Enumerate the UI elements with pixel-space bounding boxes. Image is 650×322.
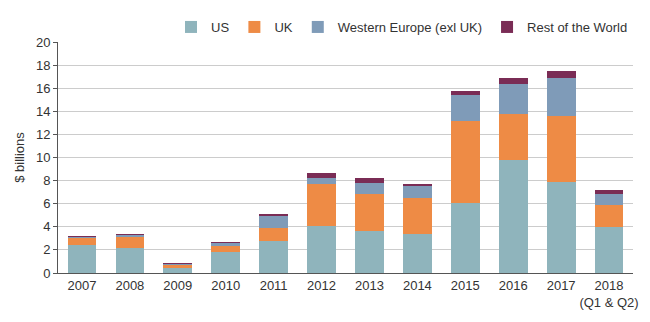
svg-text:2015: 2015 (451, 278, 480, 293)
svg-text:2018(Q1 & Q2): 2018(Q1 & Q2) (579, 278, 638, 310)
svg-text:6: 6 (43, 196, 50, 211)
svg-text:16: 16 (36, 81, 50, 96)
svg-text:2016: 2016 (499, 278, 528, 293)
svg-text:2017: 2017 (547, 278, 576, 293)
svg-text:2014: 2014 (403, 278, 432, 293)
svg-text:2010: 2010 (211, 278, 240, 293)
svg-text:Western Europe (exl UK): Western Europe (exl UK) (338, 20, 482, 35)
svg-text:0: 0 (43, 266, 50, 281)
svg-text:8: 8 (43, 173, 50, 188)
svg-text:US: US (211, 20, 229, 35)
svg-text:4: 4 (43, 219, 50, 234)
svg-text:Rest of the World: Rest of the World (527, 20, 627, 35)
svg-text:2009: 2009 (163, 278, 192, 293)
svg-text:10: 10 (36, 150, 50, 165)
svg-text:2011: 2011 (260, 278, 288, 293)
svg-text:20: 20 (36, 35, 50, 50)
svg-text:2013: 2013 (355, 278, 384, 293)
svg-text:$ billions: $ billions (12, 132, 27, 183)
svg-text:12: 12 (36, 127, 50, 142)
svg-text:UK: UK (274, 20, 292, 35)
svg-text:18: 18 (36, 58, 50, 73)
svg-text:2: 2 (43, 242, 50, 257)
svg-text:2008: 2008 (115, 278, 144, 293)
svg-text:2012: 2012 (307, 278, 336, 293)
svg-text:2007: 2007 (67, 278, 96, 293)
svg-text:14: 14 (36, 104, 50, 119)
